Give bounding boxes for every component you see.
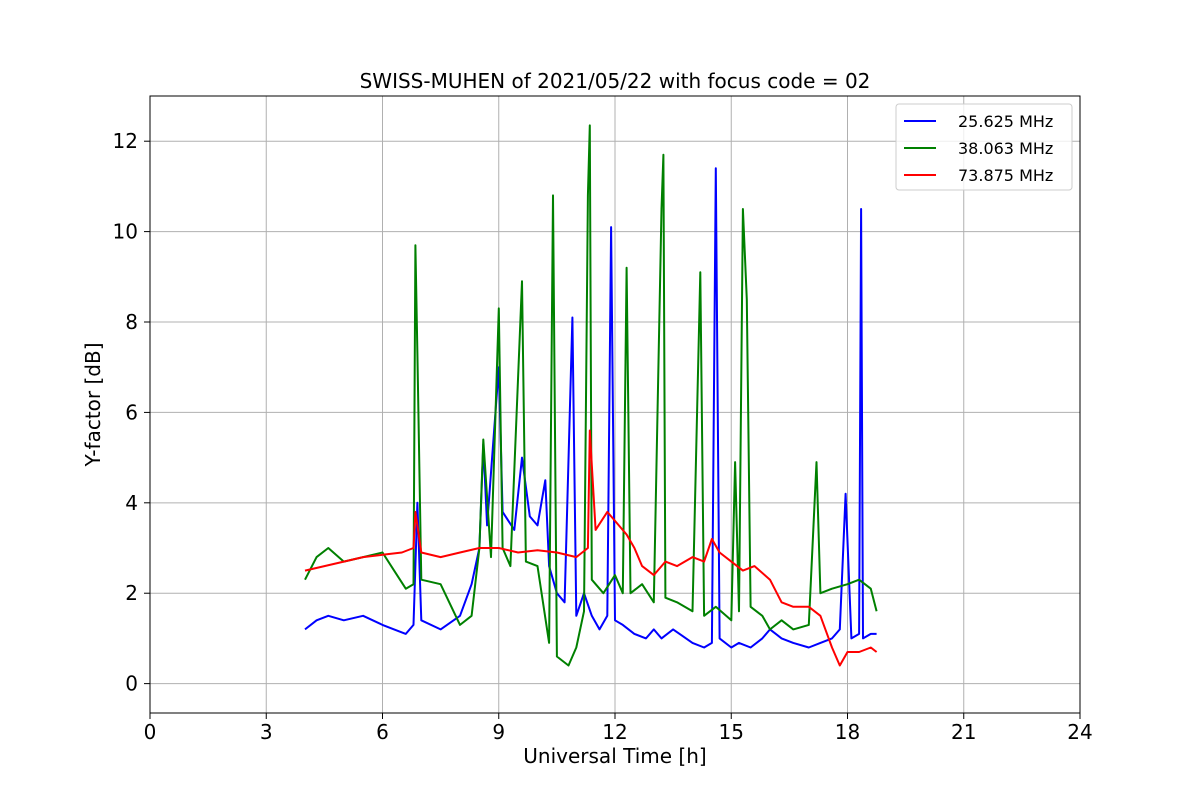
series-line-3 bbox=[304, 429, 878, 667]
x-tick-label: 15 bbox=[719, 720, 744, 744]
y-tick-label: 10 bbox=[113, 220, 138, 244]
x-tick-label: 9 bbox=[492, 720, 505, 744]
legend-box bbox=[895, 103, 1073, 191]
legend: 25.625 MHz 38.063 MHz 73.875 MHz bbox=[895, 103, 1073, 191]
y-axis-label: Y-factor [dB] bbox=[81, 342, 105, 467]
y-tick-label: 0 bbox=[125, 672, 138, 696]
legend-label: 25.625 MHz bbox=[958, 112, 1053, 131]
legend-label: 73.875 MHz bbox=[958, 166, 1053, 185]
x-tick-label: 6 bbox=[376, 720, 389, 744]
x-tick-label: 18 bbox=[835, 720, 860, 744]
y-tick-label: 6 bbox=[125, 400, 138, 424]
y-tick-label: 2 bbox=[125, 581, 138, 605]
y-tick-label: 8 bbox=[125, 310, 138, 334]
x-tick-label: 24 bbox=[1067, 720, 1092, 744]
x-tick-label: 12 bbox=[602, 720, 627, 744]
x-tick-label: 21 bbox=[951, 720, 976, 744]
x-axis-label: Universal Time [h] bbox=[523, 744, 706, 768]
grid bbox=[149, 96, 1081, 713]
x-tick-label: 3 bbox=[260, 720, 273, 744]
x-tick-label: 0 bbox=[144, 720, 157, 744]
series-line-1 bbox=[304, 167, 877, 649]
series-layer bbox=[304, 124, 878, 667]
series-line-2 bbox=[304, 124, 878, 667]
chart-title: SWISS-MUHEN of 2021/05/22 with focus cod… bbox=[360, 69, 871, 93]
legend-label: 38.063 MHz bbox=[958, 139, 1053, 158]
y-tick-label: 4 bbox=[125, 491, 138, 515]
y-tick-label: 12 bbox=[113, 129, 138, 153]
